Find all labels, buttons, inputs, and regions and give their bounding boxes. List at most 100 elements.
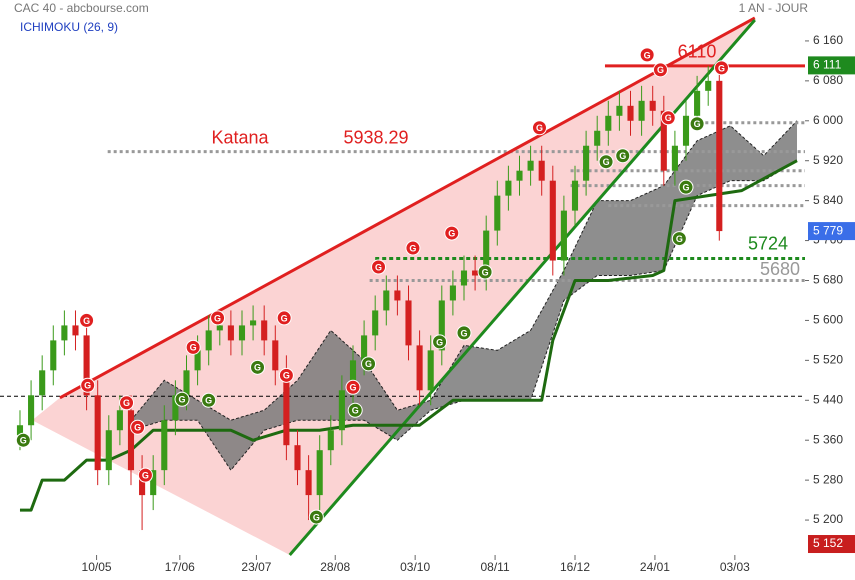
signal-marker — [660, 110, 676, 126]
candle-body — [516, 170, 523, 181]
candle-body — [716, 80, 723, 232]
signal-label: G — [644, 50, 651, 60]
candle-body — [483, 230, 490, 276]
x-tick-label: 17/06 — [165, 560, 195, 574]
signal-marker — [119, 395, 135, 411]
signal-label: G — [134, 423, 141, 433]
price-badge-label: 6 111 — [813, 58, 842, 72]
candle-body — [560, 210, 567, 261]
signal-marker — [130, 419, 146, 435]
candle-body — [549, 180, 556, 261]
candle-body — [627, 105, 634, 121]
candle-body — [460, 270, 468, 286]
signal-marker — [598, 154, 614, 170]
candle-body — [449, 285, 456, 301]
signal-label: G — [619, 151, 626, 161]
x-tick-label: 23/07 — [241, 560, 271, 574]
signal-label: G — [409, 243, 416, 253]
candle-body — [105, 430, 112, 471]
signal-label: G — [676, 234, 683, 244]
candle-body — [227, 325, 234, 341]
price-badge — [808, 56, 855, 75]
signal-label: G — [603, 157, 610, 167]
signal-marker — [531, 120, 547, 136]
candle-body — [216, 325, 223, 331]
signal-marker — [689, 116, 705, 132]
signal-marker — [652, 62, 668, 78]
price-badge — [808, 222, 855, 241]
trend-line — [59, 16, 756, 400]
candle-body — [61, 325, 68, 341]
signal-marker — [432, 334, 448, 350]
signal-label: G — [190, 343, 197, 353]
candle-body — [649, 100, 656, 111]
candle-body — [660, 110, 667, 171]
signal-marker — [185, 339, 201, 355]
x-tick-label: 24/01 — [640, 560, 670, 574]
signal-marker — [361, 356, 377, 372]
signal-label: G — [682, 183, 689, 193]
candle-body — [127, 410, 135, 471]
candle-body — [194, 350, 201, 371]
y-tick-label: 5 280 — [813, 472, 843, 486]
candle-body — [671, 145, 678, 171]
candle-body — [183, 370, 190, 396]
candle-body — [294, 445, 301, 471]
candle-body — [28, 395, 35, 426]
candle-body — [283, 370, 290, 446]
y-tick-label: 5 840 — [813, 193, 843, 207]
candle-body — [139, 470, 146, 496]
signal-label: G — [214, 313, 221, 323]
signal-label: G — [142, 471, 149, 481]
signal-label: G — [83, 316, 90, 326]
candle-body — [682, 115, 690, 146]
signal-label: G — [536, 123, 543, 133]
signal-label: G — [84, 381, 91, 391]
signal-label: G — [352, 406, 359, 416]
signal-marker — [80, 377, 96, 393]
candle-body — [161, 420, 168, 471]
candle-body — [305, 470, 312, 496]
x-tick-label: 03/03 — [720, 560, 750, 574]
signal-label: G — [365, 359, 372, 369]
price-badge-label: 5 779 — [813, 223, 843, 237]
candle-body — [416, 345, 423, 391]
y-tick-label: 5 360 — [813, 432, 843, 446]
candle-body — [83, 335, 90, 396]
candle-body — [205, 330, 212, 351]
signal-marker — [278, 367, 294, 383]
signal-label: G — [205, 396, 212, 406]
signal-label: G — [460, 328, 467, 338]
ichimoku-cloud — [130, 120, 798, 471]
candle-body — [39, 370, 46, 396]
candle-body — [16, 425, 24, 436]
signal-marker — [671, 231, 687, 247]
period-label: 1 AN - JOUR — [739, 1, 809, 15]
trend-line — [288, 18, 756, 556]
level-note: Katana — [211, 127, 269, 147]
signal-marker — [347, 402, 363, 418]
signal-marker — [174, 391, 190, 407]
signal-label: G — [283, 371, 290, 381]
y-tick-label: 6 000 — [813, 113, 843, 127]
signal-marker — [210, 310, 226, 326]
candle-body — [472, 270, 479, 276]
signal-label: G — [375, 262, 382, 272]
signal-label: G — [482, 267, 489, 277]
candle-body — [605, 115, 612, 131]
signal-marker — [678, 179, 694, 195]
candle-body — [272, 340, 279, 371]
candle-body — [638, 100, 645, 121]
candle-body — [50, 340, 57, 371]
signal-label: G — [179, 395, 186, 405]
candle-body — [538, 160, 545, 181]
signal-marker — [250, 359, 266, 375]
signal-label: G — [281, 313, 288, 323]
signal-label: G — [349, 383, 356, 393]
signal-marker — [477, 264, 493, 280]
signal-marker — [456, 325, 472, 341]
signal-marker — [714, 60, 730, 76]
signal-marker — [276, 310, 292, 326]
level-label: 5938.29 — [343, 127, 408, 147]
candle-body — [505, 180, 512, 196]
